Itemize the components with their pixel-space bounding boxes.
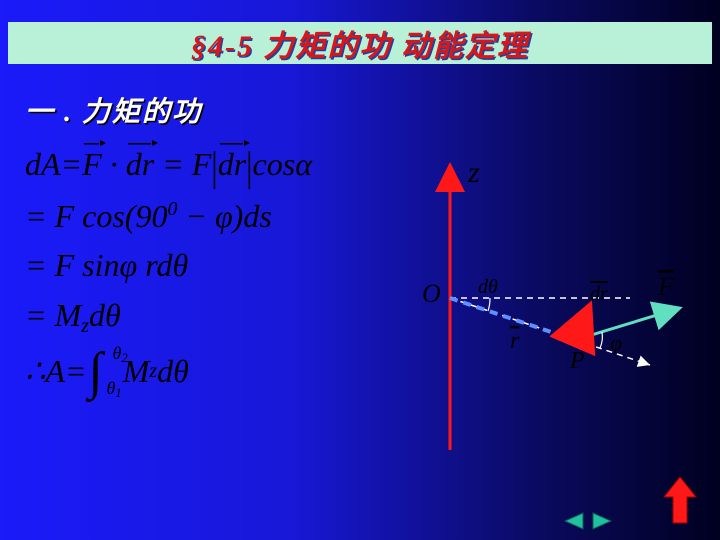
triangle-right-icon	[591, 511, 615, 531]
eq-text: F	[55, 198, 75, 234]
equation-line-3: = F sinφ rdθ	[25, 241, 312, 291]
equation-line-4: = Mzdθ	[25, 291, 312, 342]
eq-text: φ	[119, 247, 137, 283]
eq-subscript: z	[81, 315, 89, 337]
eq-text: dθ	[89, 297, 121, 333]
eq-text: M	[55, 297, 82, 333]
physics-diagram: z O dθ r P F dr φ	[400, 150, 700, 480]
eq-text: )ds	[233, 198, 272, 234]
abs-bracket: |	[246, 135, 252, 199]
up-button[interactable]	[660, 475, 700, 530]
eq-subscript: 1	[115, 386, 121, 400]
section-heading: 一 . 力矩的功	[25, 90, 202, 130]
r-label: r	[510, 328, 520, 354]
prev-button[interactable]	[560, 510, 586, 532]
eq-subscript: z	[149, 356, 157, 387]
eq-text: sin	[74, 247, 119, 283]
eq-text: F	[192, 146, 212, 182]
integral-upper-limit: θ2	[113, 344, 128, 365]
eq-text: −	[177, 198, 215, 234]
integral-symbol: ∫ θ2 θ1	[89, 346, 103, 398]
nav-buttons	[560, 510, 616, 532]
eq-text: rdθ	[137, 247, 188, 283]
page-title: §4-5 力矩的功 动能定理	[191, 21, 529, 65]
eq-text: =	[25, 297, 55, 333]
dtheta-label: dθ	[478, 276, 498, 298]
equations-block: dA=F · dr = F|dr|cosα = F cos(900 − φ)ds…	[25, 140, 312, 398]
vector-F: F	[82, 140, 102, 190]
eq-text: =	[61, 146, 83, 182]
dtheta-arc	[488, 298, 490, 311]
eq-text: cos	[253, 146, 296, 182]
title-bar: §4-5 力矩的功 动能定理	[8, 22, 712, 64]
dr-label: dr	[590, 283, 608, 305]
next-button[interactable]	[590, 510, 616, 532]
eq-text: =	[65, 347, 87, 397]
vector-dr: dr	[126, 140, 154, 190]
triangle-left-icon	[561, 511, 585, 531]
phi-label: φ	[610, 330, 622, 355]
equation-line-1: dA=F · dr = F|dr|cosα	[25, 140, 312, 192]
equation-line-5: ∴ A = ∫ θ2 θ1 Mzdθ	[25, 346, 312, 398]
eq-superscript: 0	[167, 198, 177, 220]
equation-line-2: = F cos(900 − φ)ds	[25, 192, 312, 242]
integral-lower-limit: θ1	[107, 379, 122, 400]
eq-text: A	[45, 347, 65, 397]
eq-text: ·	[110, 146, 118, 182]
P-label: P	[569, 348, 585, 374]
eq-text: dA	[25, 146, 61, 182]
eq-text: =	[25, 198, 55, 234]
phi-arc	[600, 332, 602, 348]
z-label: z	[467, 156, 480, 189]
eq-text: dθ	[157, 347, 189, 397]
F-arrow	[575, 308, 680, 340]
arrow-up-icon	[660, 475, 700, 525]
eq-text: cos(90	[74, 198, 167, 234]
eq-text: α	[295, 146, 312, 182]
vector-dr: dr	[218, 140, 246, 190]
eq-subscript: 2	[121, 351, 127, 365]
eq-text: φ	[215, 198, 233, 234]
eq-text: F	[55, 247, 75, 283]
eq-text: ∴	[25, 347, 45, 397]
origin-label: O	[422, 279, 441, 308]
F-label: F	[657, 272, 675, 301]
eq-text: =	[25, 247, 55, 283]
eq-text: =	[154, 146, 192, 182]
